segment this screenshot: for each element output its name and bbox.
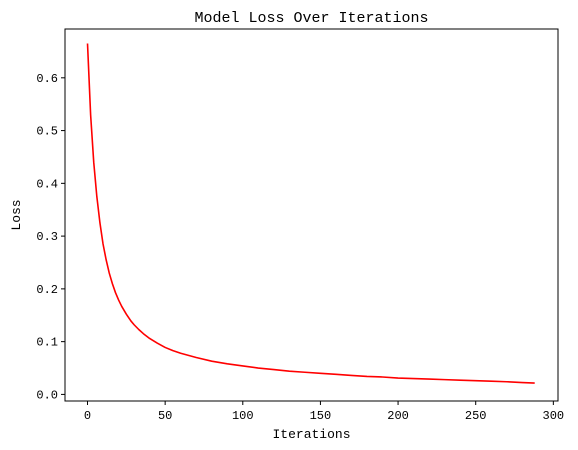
y-tick-label: 0.5 — [36, 125, 58, 139]
x-tick-label: 100 — [232, 409, 254, 423]
y-tick-label: 0.2 — [36, 283, 58, 297]
x-axis-label: Iterations — [272, 427, 350, 442]
y-axis-label: Loss — [9, 199, 24, 230]
x-tick-label: 300 — [543, 409, 565, 423]
x-tick-label: 150 — [310, 409, 332, 423]
plot-frame — [64, 28, 559, 402]
series-layer — [86, 43, 535, 384]
x-tick-label: 200 — [387, 409, 409, 423]
y-tick-label: 0.6 — [36, 72, 58, 86]
x-tick-label: 250 — [465, 409, 487, 423]
x-tick-label: 50 — [158, 409, 172, 423]
loss-series-line — [86, 43, 535, 384]
y-tick-label: 0.0 — [36, 388, 58, 402]
y-tick-label: 0.1 — [36, 336, 58, 350]
y-tick-label: 0.3 — [36, 230, 58, 244]
plot-area — [64, 28, 559, 402]
y-axis: 0.0 0.1 0.2 0.3 0.4 0.5 0.6 — [36, 72, 65, 402]
y-tick-label: 0.4 — [36, 177, 58, 191]
chart-title: Model Loss Over Iterations — [194, 10, 428, 27]
x-tick-label: 0 — [84, 409, 91, 423]
x-axis: 0 50 100 150 200 250 300 — [84, 401, 564, 423]
